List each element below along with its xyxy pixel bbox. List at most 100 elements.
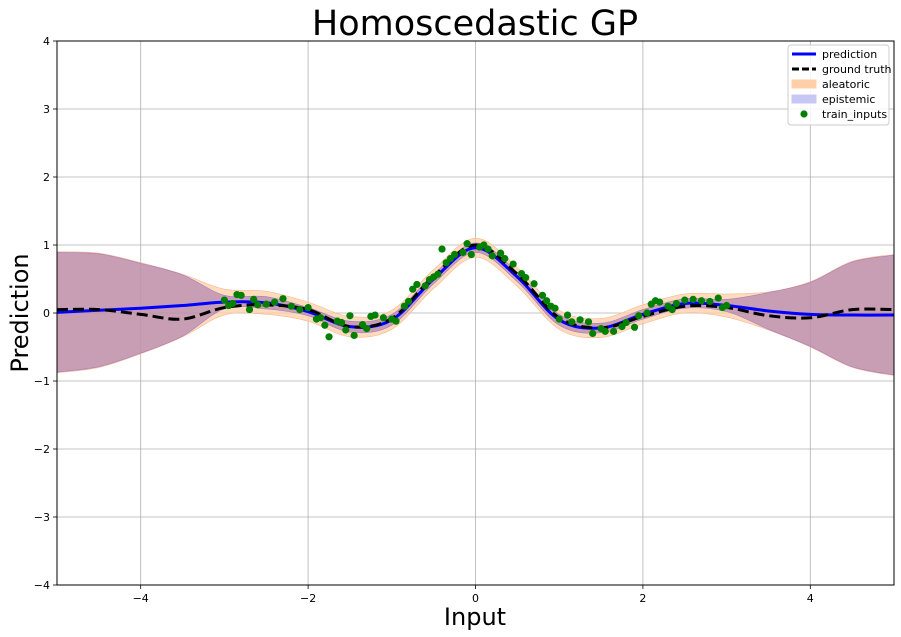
train-input-point xyxy=(413,280,421,289)
train-input-point xyxy=(404,297,413,306)
train-input-point xyxy=(467,250,475,259)
y-tick-label: 0 xyxy=(43,307,50,320)
train-input-point xyxy=(250,295,258,303)
train-input-point xyxy=(672,299,680,308)
train-input-point xyxy=(509,260,517,268)
train-input-point xyxy=(271,298,279,306)
y-tick-label: 4 xyxy=(43,35,50,48)
train-input-point xyxy=(668,306,676,314)
train-input-point xyxy=(346,312,354,320)
train-input-point xyxy=(568,318,576,326)
legend-label: aleatoric xyxy=(822,78,870,91)
legend-label: train_inputs xyxy=(822,108,887,121)
train-input-point xyxy=(522,274,530,282)
train-input-point xyxy=(643,309,651,317)
legend-label: ground truth xyxy=(822,63,892,76)
train-input-point xyxy=(459,248,467,257)
series-lines xyxy=(56,243,895,330)
train-input-points xyxy=(220,240,731,341)
train-input-point xyxy=(463,240,471,248)
legend-label: epistemic xyxy=(822,93,875,106)
train-input-point xyxy=(296,306,304,314)
legend-entry: epistemic xyxy=(791,93,875,106)
y-tick-label: 3 xyxy=(43,103,50,116)
y-tick-label: −2 xyxy=(34,443,50,456)
train-input-point xyxy=(254,301,262,309)
train-input-point xyxy=(409,285,417,293)
train-input-point xyxy=(337,318,346,327)
ground-truth-line xyxy=(56,243,895,330)
chart-title: Homoscedastic GP xyxy=(312,4,638,44)
legend: prediction ground truth aleatoric epistemic… xyxy=(787,44,892,126)
train-input-point xyxy=(438,245,446,253)
train-input-point xyxy=(610,327,618,335)
train-input-point xyxy=(237,291,245,299)
legend-entry: train_inputs xyxy=(800,108,887,121)
y-tick-label: −3 xyxy=(34,511,50,524)
legend-entry: aleatoric xyxy=(791,78,870,91)
x-tick-label: 4 xyxy=(807,592,814,605)
train-input-point xyxy=(450,250,459,259)
train-input-point xyxy=(723,301,731,310)
train-input-point xyxy=(656,298,664,306)
train-input-point xyxy=(220,296,228,304)
train-input-point xyxy=(497,249,505,257)
train-input-point xyxy=(689,295,697,303)
train-input-point xyxy=(576,316,584,324)
legend-swatch xyxy=(791,79,817,89)
train-input-point xyxy=(530,280,538,288)
train-input-point xyxy=(488,252,496,260)
train-input-point xyxy=(484,245,492,253)
train-input-point xyxy=(325,333,333,341)
axis-ticks: −4 −2 0 2 4 −4 −3 −2 −1 0 1 2 3 4 xyxy=(34,35,814,605)
x-tick-label: −4 xyxy=(133,592,149,605)
legend-box xyxy=(787,44,890,126)
train-input-point xyxy=(363,325,371,333)
train-input-point xyxy=(589,329,597,337)
train-input-point xyxy=(555,315,563,323)
train-input-point xyxy=(304,303,312,312)
train-input-point xyxy=(551,304,559,312)
train-input-point xyxy=(245,306,254,314)
train-input-point xyxy=(421,282,429,290)
x-tick-label: 2 xyxy=(639,592,646,605)
x-tick-label: −2 xyxy=(300,592,316,605)
legend-label: prediction xyxy=(822,48,877,61)
train-input-point xyxy=(538,291,547,299)
train-input-point xyxy=(434,270,442,278)
legend-swatch xyxy=(800,110,808,118)
train-input-point xyxy=(635,312,643,320)
train-input-point xyxy=(563,311,572,319)
train-input-point xyxy=(714,294,722,302)
train-input-point xyxy=(262,300,270,308)
train-input-point xyxy=(317,314,325,322)
train-input-point xyxy=(400,302,408,310)
prediction-line xyxy=(56,246,895,330)
legend-swatch xyxy=(791,94,817,104)
train-input-point xyxy=(287,302,295,310)
x-tick-label: 0 xyxy=(472,592,479,605)
train-input-point xyxy=(321,321,329,329)
train-input-point xyxy=(229,299,237,308)
y-axis-label: Prediction xyxy=(6,253,34,372)
train-input-point xyxy=(622,318,630,327)
legend-entry: prediction xyxy=(792,48,877,61)
train-input-point xyxy=(501,255,509,263)
train-input-point xyxy=(543,297,551,305)
train-input-point xyxy=(697,297,706,305)
y-tick-label: 2 xyxy=(43,171,50,184)
x-axis-label: Input xyxy=(444,603,506,631)
y-tick-label: −4 xyxy=(34,579,50,592)
y-tick-label: −1 xyxy=(34,375,50,388)
train-input-point xyxy=(392,317,400,325)
train-input-point xyxy=(681,296,689,304)
train-input-point xyxy=(630,323,639,331)
train-input-point xyxy=(371,311,379,319)
train-input-point xyxy=(350,331,358,340)
legend-entry: ground truth xyxy=(792,63,892,76)
train-input-point xyxy=(379,314,388,322)
train-input-point xyxy=(584,318,593,326)
train-input-point xyxy=(279,295,287,303)
y-tick-label: 1 xyxy=(43,239,50,252)
